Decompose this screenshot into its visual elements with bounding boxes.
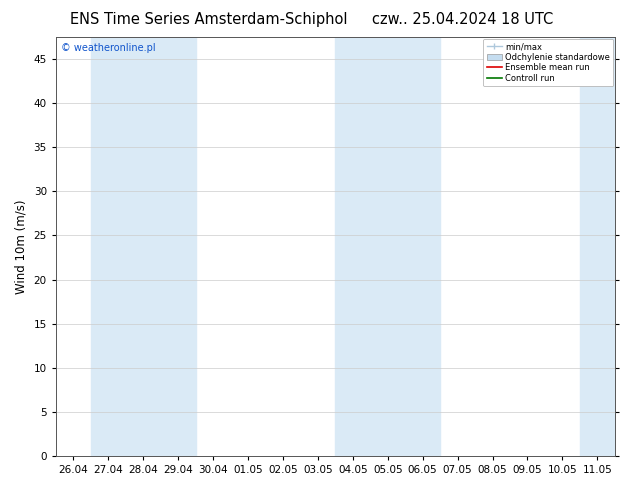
Bar bbox=[580, 37, 615, 456]
Bar bbox=[335, 37, 440, 456]
Text: © weatheronline.pl: © weatheronline.pl bbox=[61, 43, 156, 53]
Legend: min/max, Odchylenie standardowe, Ensemble mean run, Controll run: min/max, Odchylenie standardowe, Ensembl… bbox=[483, 39, 613, 86]
Text: ENS Time Series Amsterdam-Schiphol: ENS Time Series Amsterdam-Schiphol bbox=[70, 12, 348, 27]
Y-axis label: Wind 10m (m/s): Wind 10m (m/s) bbox=[15, 199, 28, 294]
Text: czw.. 25.04.2024 18 UTC: czw.. 25.04.2024 18 UTC bbox=[372, 12, 553, 27]
Bar bbox=[91, 37, 195, 456]
